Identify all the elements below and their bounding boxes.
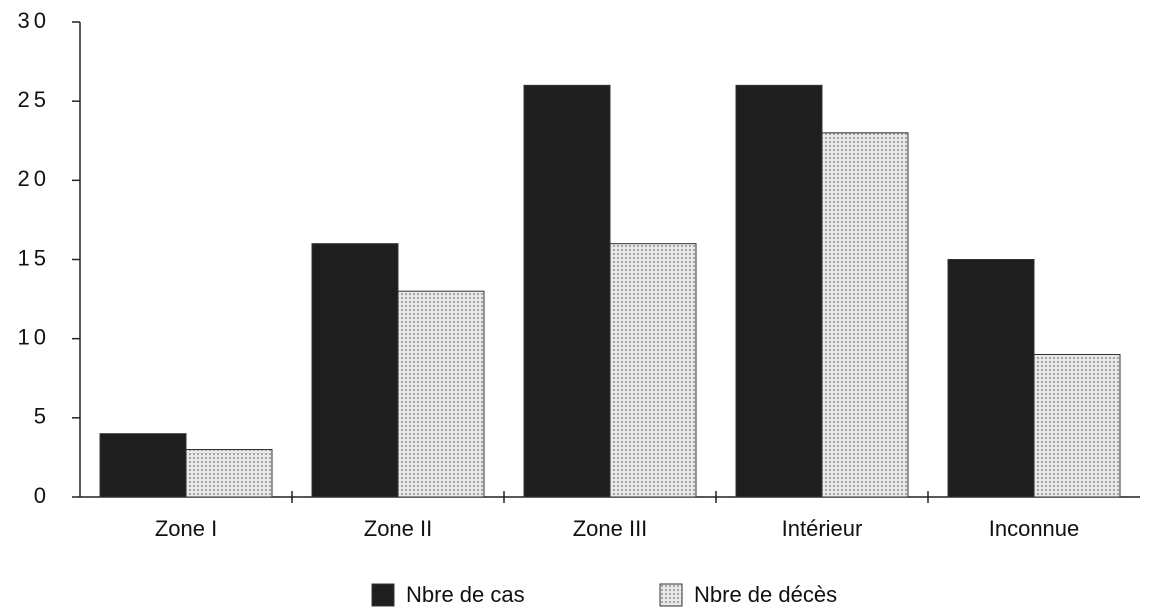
bar bbox=[99, 433, 187, 498]
x-tick-label: Zone III bbox=[573, 516, 648, 541]
bar bbox=[735, 84, 823, 498]
bar bbox=[523, 84, 611, 498]
y-tick-label: 25 bbox=[18, 87, 50, 112]
bar bbox=[311, 243, 399, 498]
bar bbox=[185, 449, 273, 498]
bar bbox=[1033, 354, 1121, 498]
y-tick-label: 10 bbox=[18, 324, 50, 349]
x-tick-label: Zone I bbox=[155, 516, 217, 541]
x-tick-label: Zone II bbox=[364, 516, 432, 541]
legend-swatch bbox=[371, 583, 395, 607]
y-tick-label: 20 bbox=[18, 166, 50, 191]
bar bbox=[821, 132, 909, 498]
y-tick-label: 5 bbox=[34, 404, 50, 429]
y-tick-label: 15 bbox=[18, 245, 50, 270]
y-tick-label: 30 bbox=[18, 8, 50, 33]
bar bbox=[947, 259, 1035, 498]
x-tick-label: Inconnue bbox=[989, 516, 1080, 541]
bar bbox=[397, 290, 485, 498]
legend-swatch bbox=[659, 583, 683, 607]
y-tick-label: 0 bbox=[34, 483, 50, 508]
legend-label: Nbre de cas bbox=[406, 582, 525, 607]
x-tick-label: Intérieur bbox=[782, 516, 863, 541]
legend-label: Nbre de décès bbox=[694, 582, 837, 607]
bar bbox=[609, 243, 697, 498]
